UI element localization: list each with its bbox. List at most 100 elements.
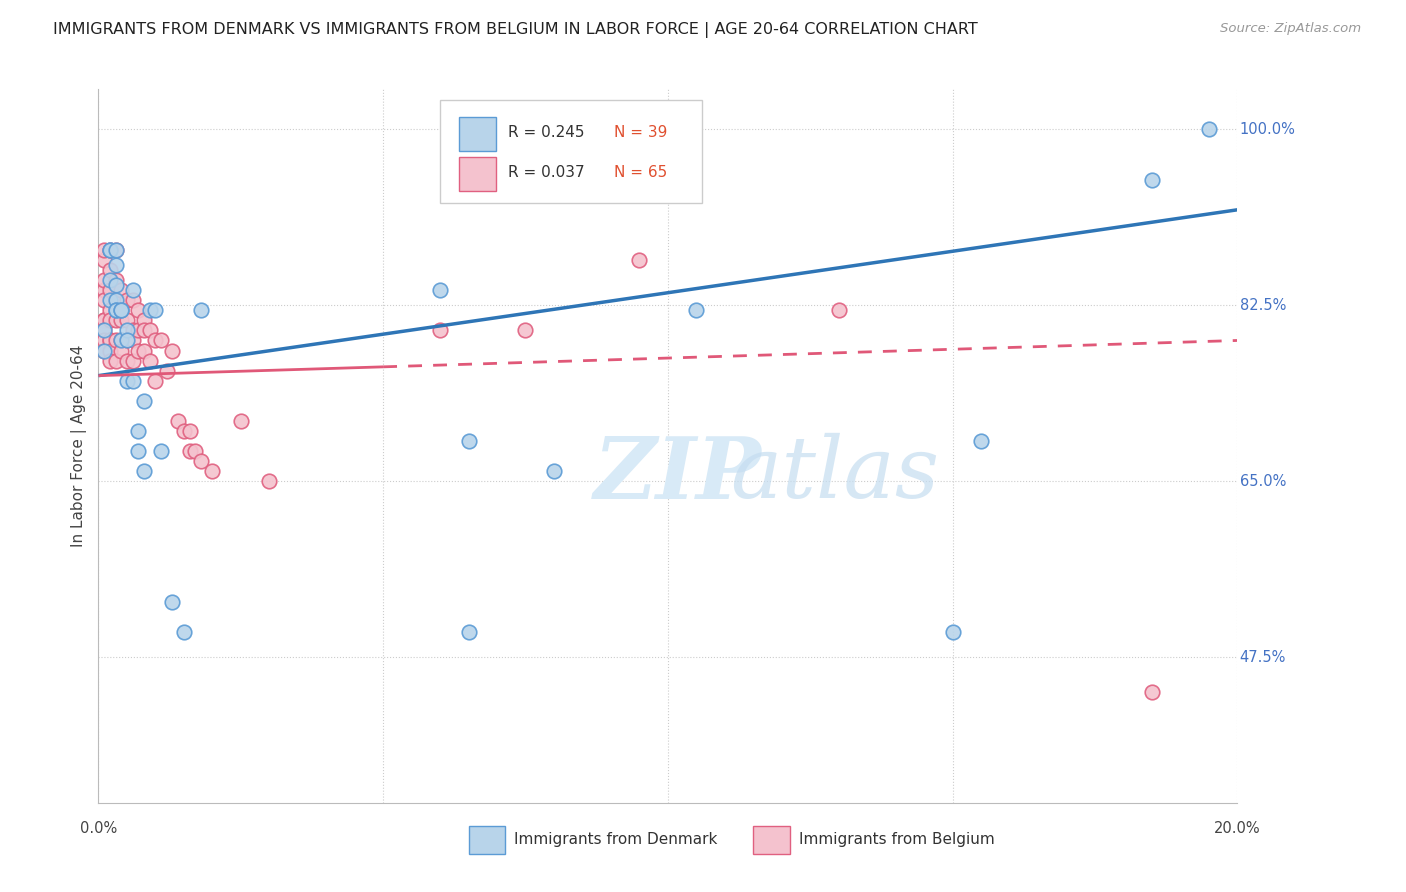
FancyBboxPatch shape [468,826,505,855]
Point [110,283,132,297]
Text: R = 0.245: R = 0.245 [509,125,585,139]
Point [93,293,115,308]
Point [457,624,479,639]
Text: 20.0%: 20.0% [1213,821,1261,836]
Point [98,293,121,308]
Point [98,243,121,257]
Point [93,323,115,337]
Point [942,624,965,639]
Point [121,334,143,348]
Point [229,414,252,428]
Point [110,303,132,318]
Point [115,334,138,348]
Point [145,334,167,348]
Point [515,323,537,337]
Point [138,303,160,318]
Text: 65.0%: 65.0% [1240,474,1286,489]
Point [685,303,707,318]
Point [98,243,121,257]
Point [121,323,143,337]
Point [110,303,132,318]
Point [156,363,179,377]
Point [104,258,127,272]
Point [93,273,115,287]
Point [121,293,143,308]
Point [98,283,121,297]
Point [98,313,121,327]
Point [150,334,173,348]
Point [93,283,115,297]
Point [93,253,115,268]
Point [98,303,121,318]
Point [110,303,132,318]
Text: R = 0.037: R = 0.037 [509,165,585,180]
Point [628,253,651,268]
Point [1140,685,1163,699]
Point [259,474,281,488]
Point [115,374,138,388]
Point [132,323,155,337]
Point [138,323,160,337]
Text: 0.0%: 0.0% [80,821,117,836]
Point [121,374,143,388]
Point [429,283,451,297]
Point [121,283,143,297]
Point [115,313,138,327]
Point [970,434,993,448]
Point [115,293,138,308]
Point [167,414,190,428]
Point [93,323,115,337]
Point [127,323,149,337]
Point [93,313,115,327]
Point [104,273,127,287]
Point [98,334,121,348]
Point [93,243,115,257]
Point [828,303,851,318]
Text: Immigrants from Belgium: Immigrants from Belgium [799,832,994,847]
Point [93,334,115,348]
Point [150,444,173,458]
Point [104,278,127,293]
Point [104,243,127,257]
Point [110,313,132,327]
FancyBboxPatch shape [460,157,496,191]
Text: N = 39: N = 39 [614,125,668,139]
FancyBboxPatch shape [440,100,702,203]
Point [98,243,121,257]
Text: ZIP: ZIP [593,433,762,516]
Point [115,323,138,337]
Text: N = 65: N = 65 [614,165,668,180]
Point [104,334,127,348]
Point [127,444,149,458]
FancyBboxPatch shape [754,826,790,855]
Point [115,353,138,368]
Point [179,424,201,438]
Text: IMMIGRANTS FROM DENMARK VS IMMIGRANTS FROM BELGIUM IN LABOR FORCE | AGE 20-64 CO: IMMIGRANTS FROM DENMARK VS IMMIGRANTS FR… [53,22,979,38]
Point [190,454,212,468]
Point [98,273,121,287]
Point [132,343,155,358]
Point [121,353,143,368]
Text: Immigrants from Denmark: Immigrants from Denmark [515,832,717,847]
Text: atlas: atlas [731,434,939,516]
FancyBboxPatch shape [460,117,496,152]
Point [173,424,195,438]
Point [173,624,195,639]
Point [162,343,184,358]
Point [1198,122,1220,136]
Text: 82.5%: 82.5% [1240,298,1286,313]
Point [184,444,207,458]
Y-axis label: In Labor Force | Age 20-64: In Labor Force | Age 20-64 [72,345,87,547]
Point [190,303,212,318]
Point [162,595,184,609]
Point [138,353,160,368]
Point [179,444,201,458]
Point [104,303,127,318]
Point [93,343,115,358]
Point [429,323,451,337]
Point [104,353,127,368]
Point [93,313,115,327]
Point [104,243,127,257]
Point [93,343,115,358]
Point [98,353,121,368]
